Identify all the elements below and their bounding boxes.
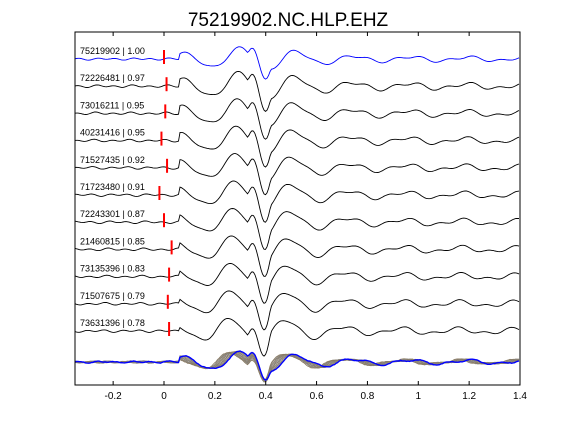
- trace-label-3: 73016211 | 0.95: [80, 100, 144, 110]
- pick-markers: [158, 50, 173, 336]
- trace-label-7: 72243301 | 0.87: [80, 209, 145, 219]
- plot-frame: [74, 31, 521, 386]
- x-tick-label-2: 0.2: [208, 391, 222, 402]
- trace-label-4: 40231416 | 0.95: [80, 128, 145, 138]
- x-tick-label-0: -0.2: [105, 391, 123, 402]
- stack-group: [74, 350, 520, 383]
- trace-line-3: [74, 98, 520, 140]
- trace-line-4: [74, 125, 520, 168]
- trace-label-8: 21460815 | 0.85: [80, 236, 145, 246]
- chart-title: 75219902.NC.HLP.EHZ: [187, 10, 389, 31]
- x-tick-label-6: 1: [416, 391, 422, 402]
- trace-line-1: [74, 46, 520, 80]
- traces-group: [74, 46, 520, 357]
- trace-line-2: [74, 70, 520, 112]
- x-tick-label-8: 1.4: [513, 391, 527, 402]
- trace-label-6: 71723480 | 0.91: [80, 182, 145, 192]
- trace-line-10: [74, 290, 520, 331]
- trace-line-11: [74, 317, 520, 357]
- x-tick-label-5: 0.8: [360, 391, 374, 402]
- stack-line-1: [74, 350, 520, 381]
- x-tick-label-3: 0.4: [259, 391, 273, 402]
- trace-label-10: 71507675 | 0.79: [80, 291, 145, 301]
- x-tick-label-1: 0: [161, 391, 167, 402]
- trace-line-7: [74, 208, 520, 250]
- trace-label-9: 73135396 | 0.83: [80, 264, 145, 274]
- x-tick-label-7: 1.2: [462, 391, 476, 402]
- x-axis: -0.2 0 0.2 0.4 0.6 0.8 1 1.2 1.4: [105, 32, 527, 402]
- x-tick-label-4: 0.6: [310, 391, 324, 402]
- trace-line-6: [74, 180, 520, 223]
- trace-label-2: 72226481 | 0.97: [80, 73, 145, 83]
- trace-line-5: [74, 153, 520, 196]
- trace-line-8: [74, 235, 520, 277]
- trace-label-5: 71527435 | 0.92: [80, 155, 145, 165]
- trace-labels: 75219902 | 1.00 72226481 | 0.97 73016211 |…: [80, 46, 145, 328]
- trace-line-9: [74, 263, 520, 304]
- trace-label-1: 75219902 | 1.00: [80, 46, 145, 56]
- trace-label-11: 73631396 | 0.78: [80, 318, 145, 328]
